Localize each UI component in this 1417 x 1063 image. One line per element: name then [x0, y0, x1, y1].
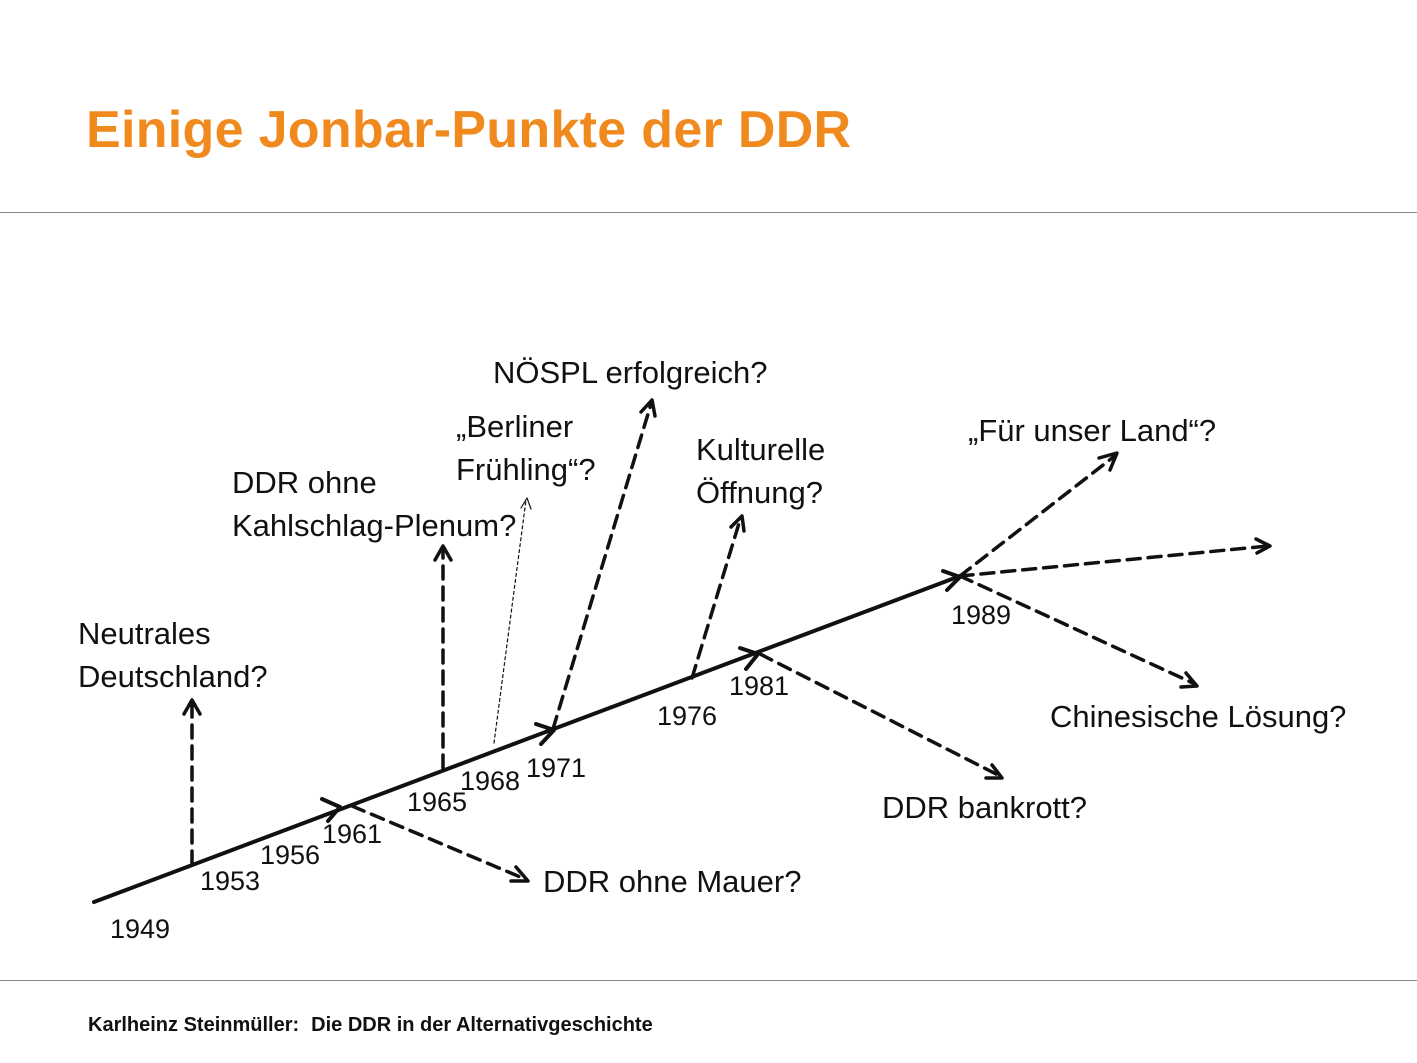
label-kahlschlag-line1: DDR ohne	[232, 465, 377, 500]
branch-line-noespl	[551, 402, 653, 731]
label-noespl: NÖSPL erfolgreich?	[493, 355, 768, 390]
bottom-divider	[0, 980, 1417, 981]
label-ddr-bankrott: DDR bankrott?	[882, 790, 1088, 825]
label-fuer-unser-land: „Für unser Land“?	[968, 413, 1217, 448]
arrowhead-noespl	[639, 398, 657, 418]
label-neutral-line1: Neutrales	[78, 616, 211, 651]
year-1956: 1956	[260, 840, 321, 870]
arrowhead-kultur	[729, 514, 746, 533]
year-1961: 1961	[322, 819, 383, 849]
branch-line-chinesisch	[958, 574, 1197, 686]
footer-author: Karlheinz Steinmüller:	[88, 1014, 300, 1036]
label-neutral-deutschland: Neutrales Deutschland?	[78, 612, 268, 698]
label-ddr-ohne-mauer: DDR ohne Mauer?	[543, 864, 802, 899]
arrowhead-straight	[1254, 537, 1272, 555]
arrowhead-kahlschlag	[433, 544, 453, 562]
year-1976: 1976	[657, 701, 718, 731]
slide-title: Einige Jonbar-Punkte der DDR	[86, 101, 852, 159]
branch-line-kultur	[690, 518, 742, 680]
timeline-main-line	[92, 574, 962, 904]
arrowhead-berliner	[520, 497, 532, 510]
label-neutral-line2: Deutschland?	[78, 659, 268, 694]
branch-line-bankrott	[758, 652, 1002, 778]
year-1971: 1971	[526, 753, 587, 783]
label-berliner-fruehling: „Berliner Frühling“?	[456, 405, 596, 491]
branch-line-land	[958, 453, 1118, 578]
label-kultur-line2: Öffnung?	[696, 475, 823, 510]
label-berliner-line1: „Berliner	[456, 409, 574, 444]
branch-line-berliner	[493, 499, 527, 744]
timeline-arrowhead-1981	[738, 646, 760, 671]
branch-line-straight	[958, 544, 1270, 578]
label-kultur-line1: Kulturelle	[696, 432, 826, 467]
slide-footer: Karlheinz Steinmüller: Die DDR in der Alt…	[88, 1014, 653, 1037]
year-1968: 1968	[460, 766, 521, 796]
label-kahlschlag-line2: Kahlschlag-Plenum?	[232, 508, 517, 543]
year-1949: 1949	[110, 914, 171, 944]
year-1953: 1953	[200, 866, 261, 896]
label-kahlschlag-plenum: DDR ohne Kahlschlag-Plenum?	[232, 461, 516, 547]
year-1989: 1989	[951, 600, 1012, 630]
year-1981: 1981	[729, 671, 790, 701]
label-berliner-line2: Frühling“?	[456, 452, 596, 487]
top-divider	[0, 212, 1417, 213]
footer-title: Die DDR in der Alternativgeschichte	[311, 1014, 653, 1036]
label-chinesische-loesung: Chinesische Lösung?	[1050, 699, 1347, 734]
branch-line-mauer	[350, 804, 527, 881]
arrowhead-mauer	[509, 865, 530, 883]
arrowhead-neutral	[182, 698, 202, 716]
arrowhead-land	[1097, 451, 1119, 472]
arrowhead-bankrott	[984, 763, 1004, 780]
arrowhead-chinesisch	[1179, 671, 1199, 689]
year-1965: 1965	[407, 787, 468, 817]
timeline-arrowhead-1961	[320, 797, 342, 823]
label-kulturelle-oeffnung: Kulturelle Öffnung?	[696, 428, 825, 514]
